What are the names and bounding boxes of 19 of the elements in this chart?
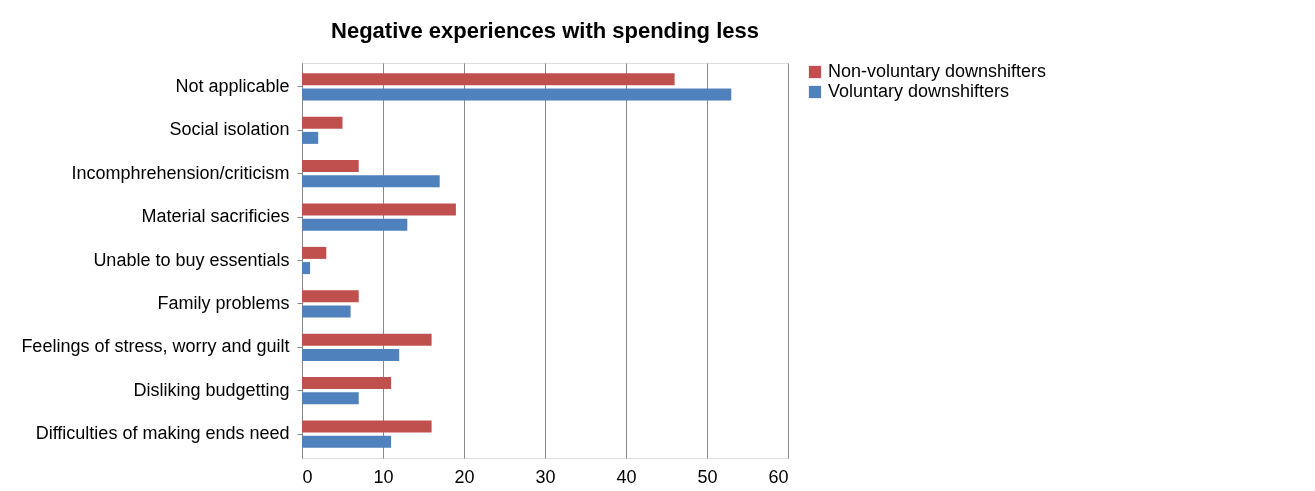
- x-tick-label: 20: [454, 466, 475, 487]
- x-tick-label: 60: [768, 466, 789, 487]
- y-tick-label: Social isolation: [169, 119, 290, 140]
- y-tick-label: Feelings of stress, worry and guilt: [21, 336, 290, 357]
- y-tick-label: Material sacrificies: [141, 206, 290, 227]
- x-tick-label: 50: [697, 466, 718, 487]
- legend-label: Non-voluntary downshifters: [828, 61, 1047, 81]
- legend-label: Voluntary downshifters: [828, 81, 1010, 101]
- y-tick-label: Disliking budgetting: [133, 379, 290, 400]
- x-tick-label: 0: [302, 466, 313, 487]
- chart-title: Negative experiences with spending less: [331, 18, 759, 43]
- x-tick-label: 40: [616, 466, 637, 487]
- x-tick-label: 10: [373, 466, 394, 487]
- x-tick-label: 30: [535, 466, 556, 487]
- y-tick-label: Family problems: [157, 292, 290, 313]
- y-tick-label: Incomphrehension/criticism: [71, 162, 290, 183]
- y-tick-label: Not applicable: [175, 75, 290, 96]
- y-tick-label: Difficulties of making ends need: [35, 423, 290, 444]
- y-tick-label: Unable to buy essentials: [93, 249, 290, 270]
